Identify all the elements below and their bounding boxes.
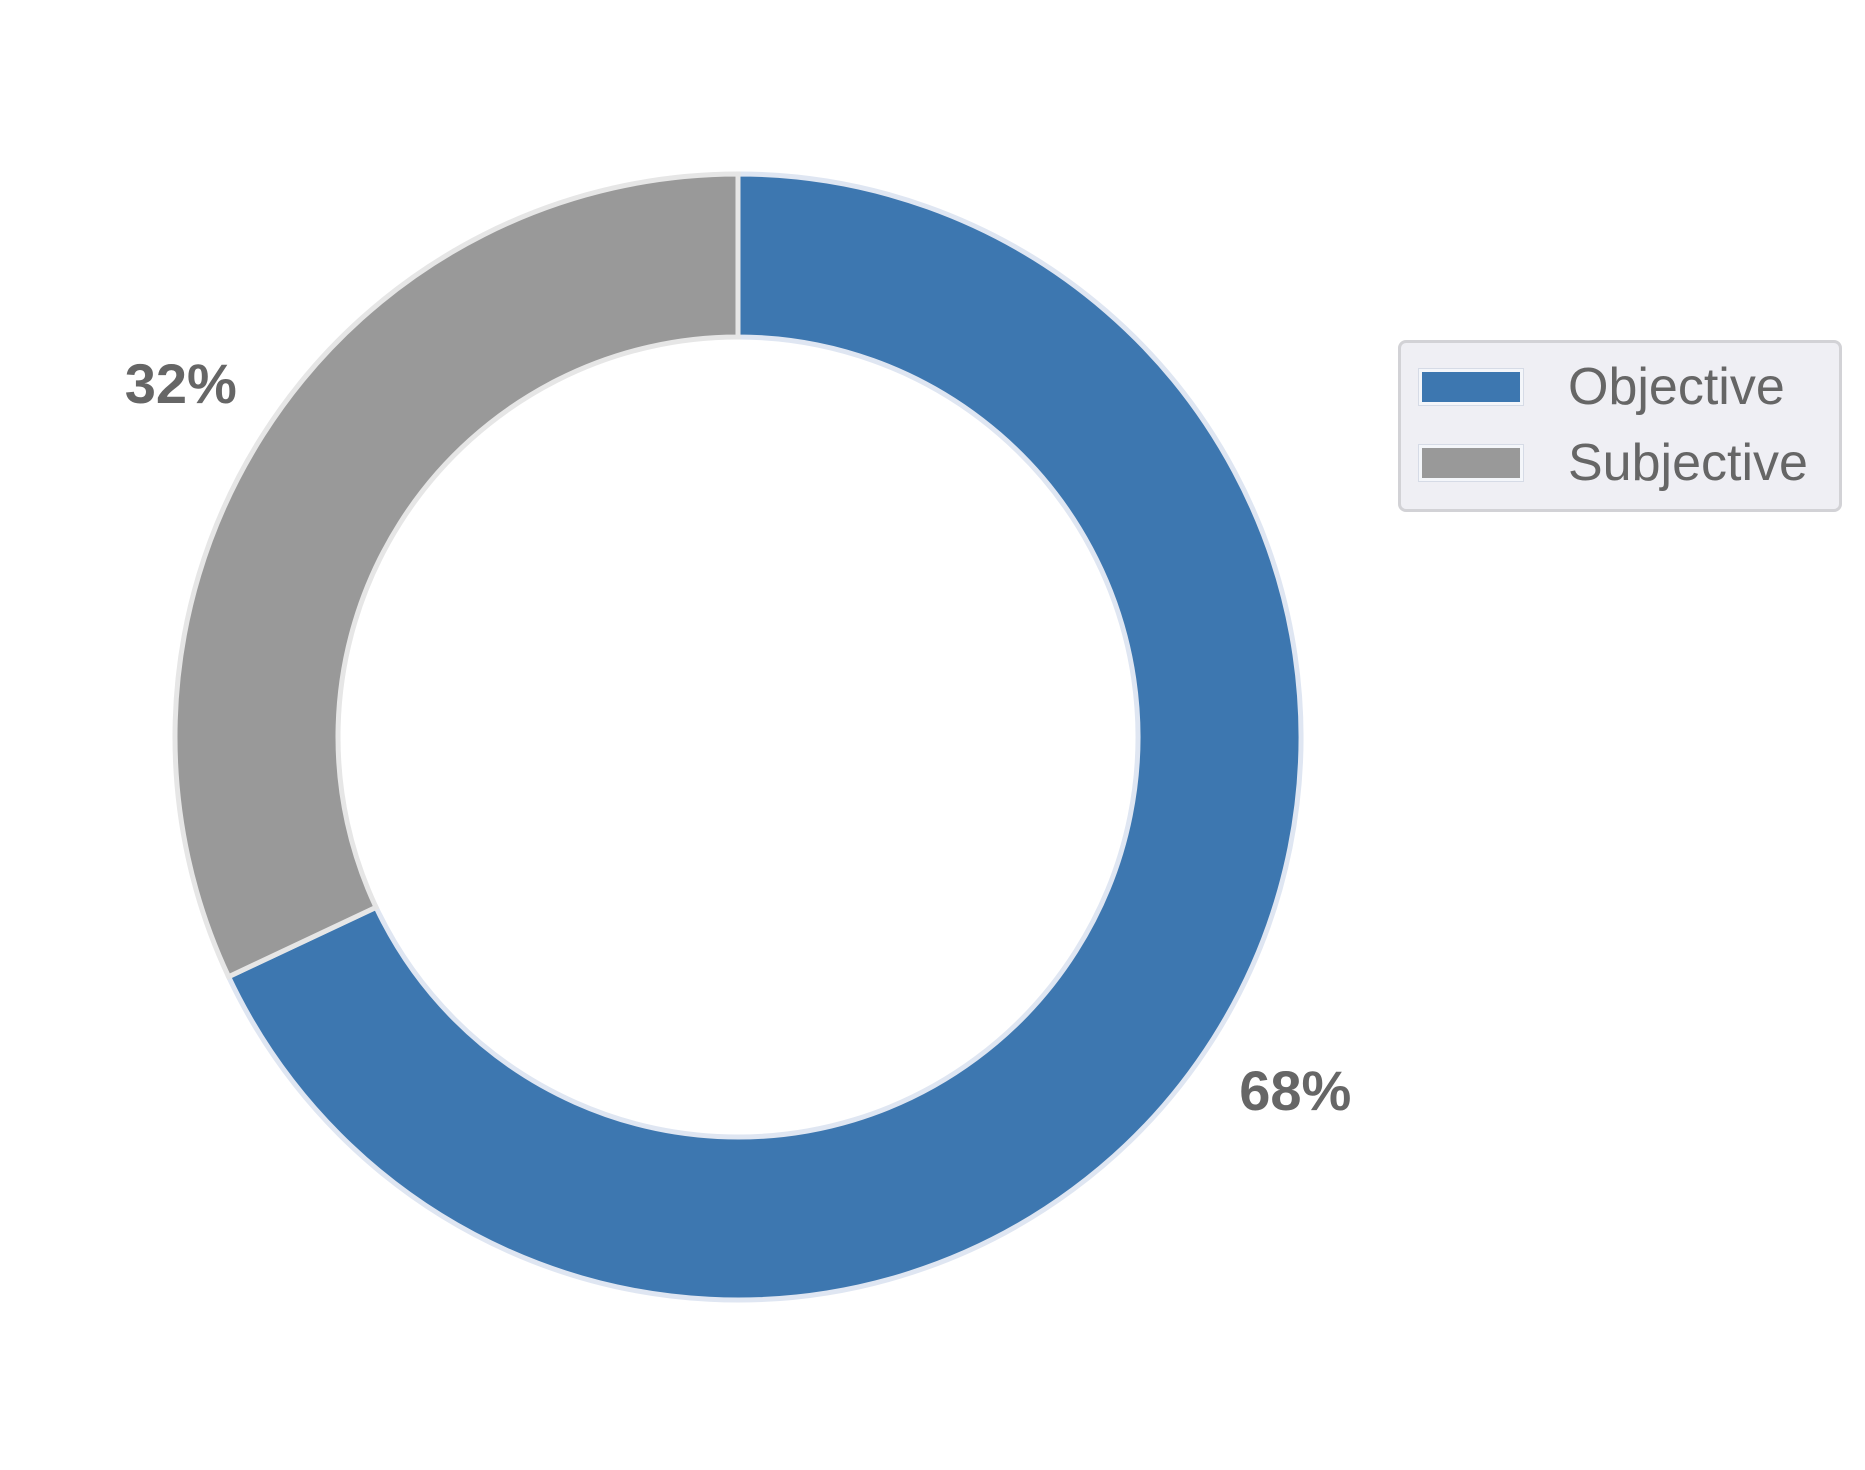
slice-subjective	[172, 171, 741, 981]
slice-objective	[225, 171, 1304, 1303]
legend-swatch-objective	[1418, 368, 1524, 406]
legend-swatch-subjective	[1418, 444, 1524, 482]
slice-label-objective: 68%	[1239, 1059, 1351, 1122]
donut-slices	[172, 171, 1304, 1303]
legend-label-objective: Objective	[1568, 358, 1785, 416]
slice-labels: 68% 32%	[125, 352, 1352, 1122]
legend-label-subjective: Subjective	[1568, 434, 1808, 492]
slice-label-subjective: 32%	[125, 352, 237, 415]
legend-item-objective: Objective	[1418, 358, 1785, 416]
legend: Objective Subjective	[1398, 340, 1842, 512]
legend-item-subjective: Subjective	[1418, 434, 1808, 492]
